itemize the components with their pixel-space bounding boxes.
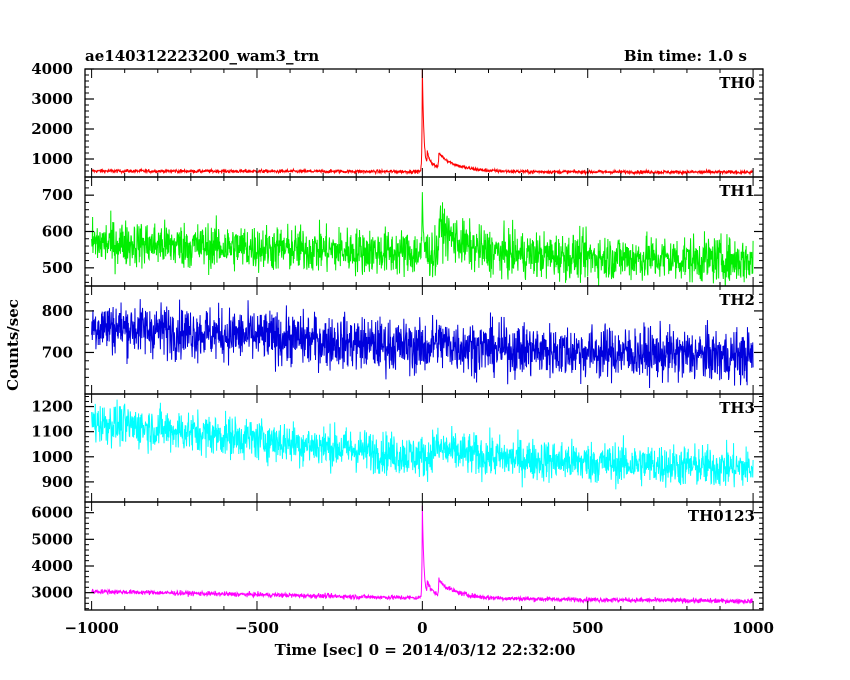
panel-label-th0123: TH0123 [688, 507, 755, 525]
x-tick-label: −500 [235, 619, 279, 637]
series-line-th3 [91, 399, 754, 490]
y-tick-label: 800 [42, 302, 73, 320]
panel-frame [84, 285, 764, 395]
panel-th3 [91, 399, 754, 490]
x-tick-label: 1000 [732, 619, 774, 637]
panels-group [91, 69, 754, 605]
x-tick-label: 500 [572, 619, 603, 637]
y-axis-label: Counts/sec [4, 299, 22, 391]
y-tick-label: 4000 [31, 60, 73, 78]
panel-frame [84, 176, 764, 287]
bin-time-label: Bin time: 1.0 s [624, 47, 747, 65]
series-line-th2 [91, 299, 754, 388]
y-tick-label: 600 [42, 223, 73, 241]
y-tick-label: 1000 [31, 150, 73, 168]
y-tick-label: 3000 [31, 90, 73, 108]
panel-th0123 [91, 505, 754, 605]
panel-frame [84, 501, 764, 611]
panel-label-th2: TH2 [719, 291, 755, 309]
y-tick-label: 4000 [31, 557, 73, 575]
panel-th2 [91, 299, 754, 388]
y-tick-label: 2000 [31, 120, 73, 138]
y-tick-label: 1000 [31, 448, 73, 466]
chart-title: ae140312223200_wam3_trn [85, 47, 319, 65]
y-tick-label: 900 [42, 473, 73, 491]
series-line-th0 [91, 69, 754, 176]
panel-th0 [91, 69, 754, 176]
x-axis-label: Time [sec] 0 = 2014/03/12 22:32:00 [275, 641, 576, 659]
x-tick-label: 0 [417, 619, 427, 637]
y-tick-label: 3000 [31, 584, 73, 602]
panel-label-th0: TH0 [719, 74, 755, 92]
panel-label-th1: TH1 [719, 182, 755, 200]
x-tick-label: −1000 [64, 619, 118, 637]
y-tick-label: 1200 [31, 398, 73, 416]
y-tick-label: 500 [42, 259, 73, 277]
frame-group: 1000 2000 3000 4000 TH0 500 600 700 TH1 700 800 TH2… [31, 60, 774, 637]
y-tick-label: 6000 [31, 504, 73, 522]
series-line-th0123 [91, 505, 754, 605]
y-tick-label: 700 [42, 343, 73, 361]
panel-label-th3: TH3 [719, 399, 755, 417]
y-tick-label: 1100 [31, 423, 73, 441]
y-tick-label: 5000 [31, 530, 73, 548]
series-line-th1 [91, 192, 754, 286]
panel-th1 [91, 192, 754, 286]
y-tick-label: 700 [42, 186, 73, 204]
